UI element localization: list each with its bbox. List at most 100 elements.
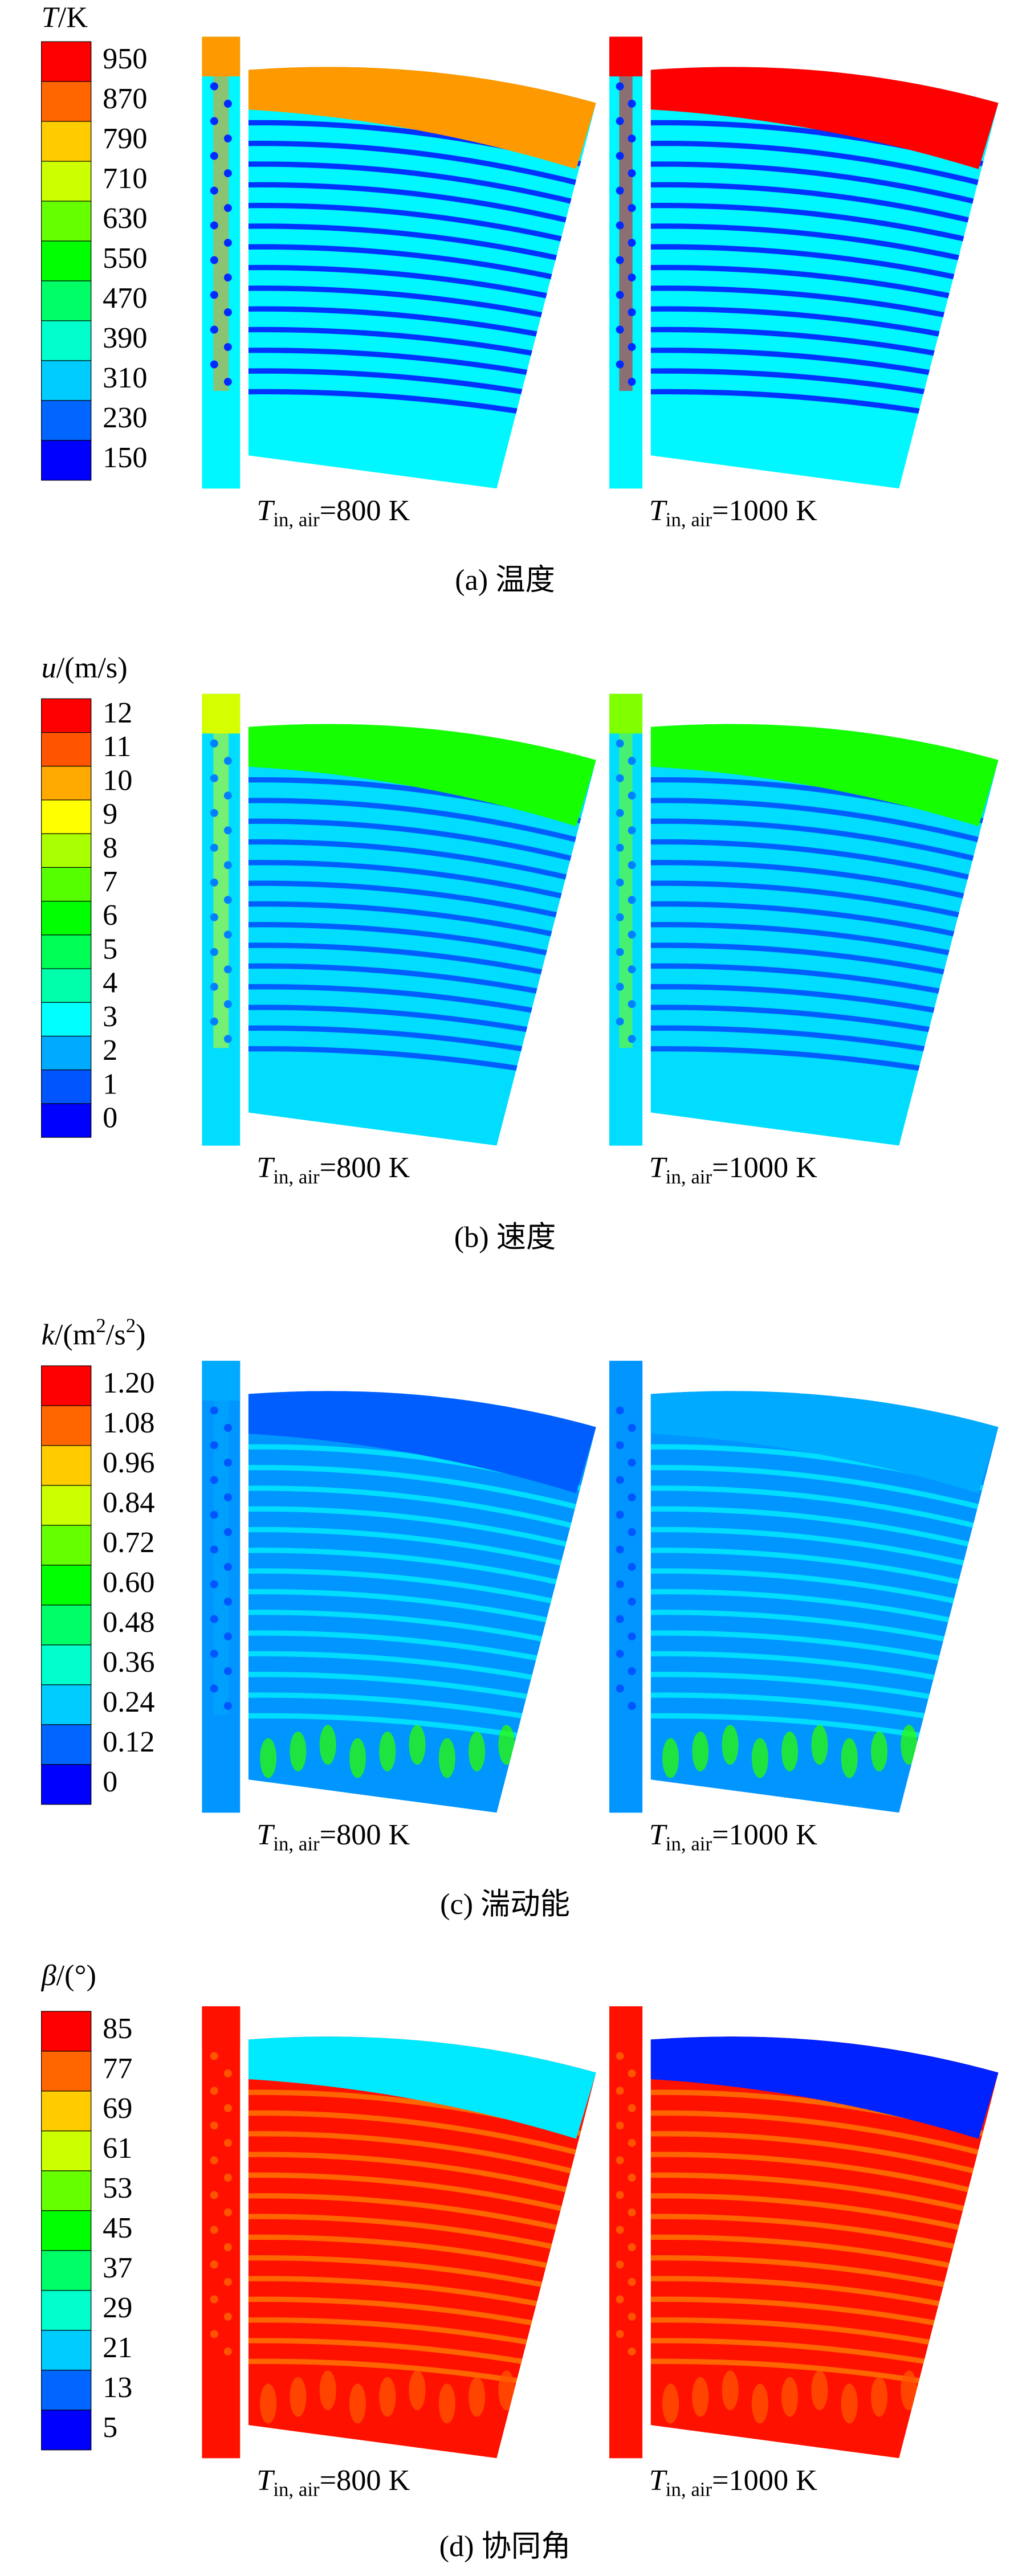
- legend-label: 0.36: [103, 1646, 154, 1679]
- image-label: Tin, air=800 K: [256, 494, 410, 531]
- label-text: =800 K: [320, 1818, 410, 1851]
- strip-tube: [223, 1458, 232, 1467]
- subscript: in, air: [273, 2478, 320, 2500]
- legend-label: 4: [103, 966, 117, 999]
- label-text: =1000 K: [712, 1818, 817, 1851]
- strip-tube: [628, 791, 636, 800]
- strip-tube: [223, 343, 232, 352]
- strip-tube: [223, 2277, 232, 2286]
- fin-stripe: [248, 2131, 596, 2185]
- contour-image: [609, 1361, 999, 1813]
- strip-tube: [223, 2208, 232, 2216]
- strip-tube: [616, 221, 624, 230]
- unit: /K: [58, 1, 88, 34]
- sector: [650, 67, 999, 489]
- fin-stripe: [650, 182, 999, 234]
- fin-stripe: [248, 161, 596, 215]
- sector-top: [248, 67, 596, 169]
- contour-image: [609, 36, 999, 489]
- strip-tube: [210, 1017, 218, 1026]
- color-swatch: [41, 360, 92, 401]
- strip-tube: [628, 757, 636, 765]
- strip-tube: [223, 169, 232, 178]
- legend-label: 3: [103, 1000, 117, 1033]
- legend-label: 2: [103, 1034, 117, 1067]
- symbol: T: [256, 2464, 275, 2497]
- strip-tube: [210, 1545, 218, 1554]
- caption: (a) 温度: [455, 564, 555, 597]
- legend-label: 0.24: [103, 1685, 154, 1718]
- strip-tube: [223, 1528, 232, 1536]
- fin-stripe: [650, 141, 999, 195]
- sector: [248, 724, 596, 1146]
- strip-tube: [210, 1511, 218, 1519]
- color-swatch: [41, 1445, 92, 1486]
- strip-tube: [628, 2138, 636, 2147]
- unit: /(m/s): [56, 651, 128, 684]
- color-swatch: [41, 2091, 92, 2132]
- strip-tube: [223, 204, 232, 213]
- strip-tube: [616, 1441, 624, 1450]
- fin-stripe: [248, 141, 596, 195]
- strip-core: [213, 2046, 229, 2361]
- strip-core: [213, 76, 229, 391]
- strip-tube: [628, 100, 636, 108]
- strip-tube: [223, 2347, 232, 2355]
- strip-tube: [210, 2330, 218, 2338]
- strip-tube: [223, 965, 232, 974]
- strip-tube: [223, 2069, 232, 2077]
- fin-stripe: [650, 1464, 999, 1519]
- color-swatch: [41, 1405, 92, 1446]
- flow-blob: [409, 1725, 426, 1765]
- fin-stripe: [650, 839, 999, 892]
- caption: (b) 速度: [454, 1220, 556, 1254]
- strip-tube: [616, 1684, 624, 1693]
- legend-label: 710: [103, 162, 147, 195]
- strip-tube: [628, 1035, 636, 1043]
- legend-label: 9: [103, 798, 117, 831]
- color-swatch: [41, 968, 92, 1003]
- strip-tube: [616, 843, 624, 852]
- legend-label: 61: [103, 2132, 132, 2165]
- symbol: T: [42, 1, 60, 34]
- legend-label: 77: [103, 2052, 132, 2085]
- strip-tube: [616, 2191, 624, 2199]
- legend-label: 10: [103, 764, 132, 797]
- strip-tube: [223, 1563, 232, 1571]
- color-swatch: [41, 320, 92, 361]
- strip-tube: [628, 1598, 636, 1606]
- strip-tube: [628, 1493, 636, 1501]
- fin-stripe: [650, 1485, 999, 1539]
- strip-tube: [628, 169, 636, 178]
- subscript: in, air: [666, 509, 712, 531]
- symbol: u: [42, 651, 56, 684]
- strip-tube: [628, 308, 636, 317]
- strip-tube: [628, 2312, 636, 2321]
- fin-stripe: [650, 1506, 999, 1558]
- legend-label: 12: [103, 696, 132, 729]
- strip-top: [202, 2006, 241, 2046]
- unit: /(°): [56, 1959, 96, 1992]
- flow-blob: [260, 1738, 277, 1778]
- strip-tube: [616, 291, 624, 299]
- sector-top: [248, 1391, 596, 1493]
- sector: [650, 2036, 999, 2459]
- color-swatch: [41, 2370, 92, 2411]
- legend-label: 0.84: [103, 1486, 154, 1519]
- flow-blob: [751, 1738, 768, 1778]
- fin-stripe: [650, 2110, 999, 2165]
- strip-tube: [223, 2312, 232, 2321]
- sector-top: [650, 1391, 999, 1493]
- strip-tube: [616, 809, 624, 817]
- label-text: =1000 K: [712, 2464, 817, 2497]
- strip-tube: [210, 982, 218, 991]
- strip-tube: [223, 239, 232, 247]
- flow-blob: [438, 2383, 455, 2424]
- strip-tube: [210, 739, 218, 748]
- strip-tube: [210, 2191, 218, 2199]
- color-swatch: [41, 121, 92, 162]
- color-swatch: [41, 2130, 92, 2171]
- flow-blob: [811, 1725, 828, 1765]
- strip-tube: [210, 256, 218, 264]
